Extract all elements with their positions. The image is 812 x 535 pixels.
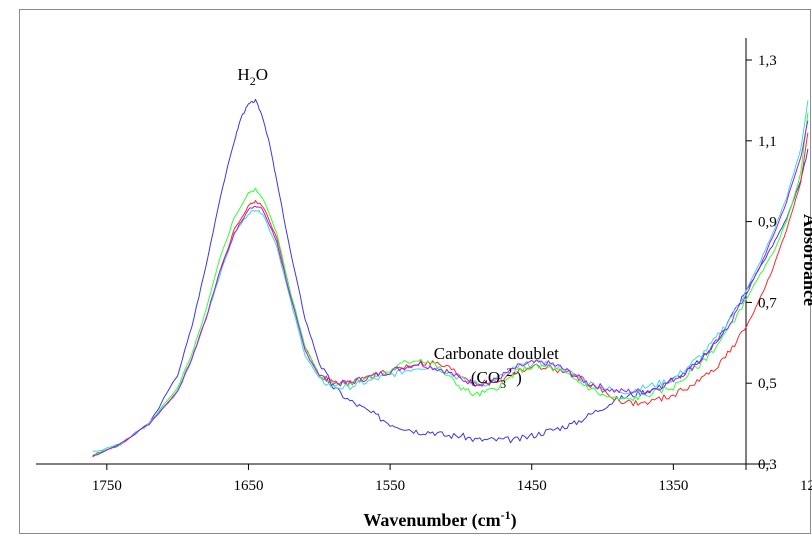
- x-tick-label: 1650: [233, 478, 263, 494]
- x-tick-label: 1250: [800, 478, 812, 494]
- y-axis-title: Absorbance: [800, 214, 812, 306]
- x-axis-title: Wavenumber (cm-1): [363, 508, 516, 531]
- axes: [36, 38, 770, 470]
- annotation-carbonate-line2-sub: 3: [500, 377, 506, 391]
- series-line-5: [92, 120, 809, 457]
- y-tick-label: 1,1: [758, 134, 777, 150]
- annotation-carbonate-line2-end: ): [516, 368, 522, 387]
- annotation-water: H2O: [237, 65, 268, 88]
- annotation-carbonate-line2-sup: 2-: [506, 365, 516, 379]
- series-layer: [92, 98, 809, 458]
- x-axis-title-end: ): [511, 510, 517, 531]
- labels: 1750 1650 1550 1450 1350 1250 0,3 0,5 0,7 0,9 1,1 1…: [92, 53, 812, 531]
- y-tick-label: 0,9: [758, 215, 777, 231]
- annotation-water-h: H: [237, 65, 249, 84]
- x-axis-title-sup: -1: [501, 508, 511, 522]
- series-line-2: [92, 132, 809, 458]
- annotation-carbonate-line1: Carbonate doublet: [434, 344, 559, 363]
- annotation-water-o: O: [256, 65, 268, 84]
- chart-frame: [19, 9, 811, 534]
- annotation-carbonate-line2-pre: (CO: [471, 368, 500, 387]
- annotation-carbonate-line2: (CO32-): [471, 365, 522, 391]
- x-axis-title-main: Wavenumber (cm: [363, 510, 500, 531]
- annotation-water-sub: 2: [250, 74, 256, 88]
- y-tick-label: 1,3: [758, 53, 777, 69]
- y-tick-label: 0,7: [758, 295, 777, 311]
- y-tick-label: 0,3: [758, 457, 777, 473]
- x-tick-label: 1350: [658, 478, 688, 494]
- series-line-4: [92, 100, 809, 452]
- x-tick-label: 1450: [517, 478, 547, 494]
- y-tick-label: 0,5: [758, 376, 777, 392]
- series-line-1: [92, 98, 809, 457]
- series-line-3: [92, 112, 809, 456]
- x-tick-label: 1550: [375, 478, 405, 494]
- x-tick-label: 1750: [92, 478, 122, 494]
